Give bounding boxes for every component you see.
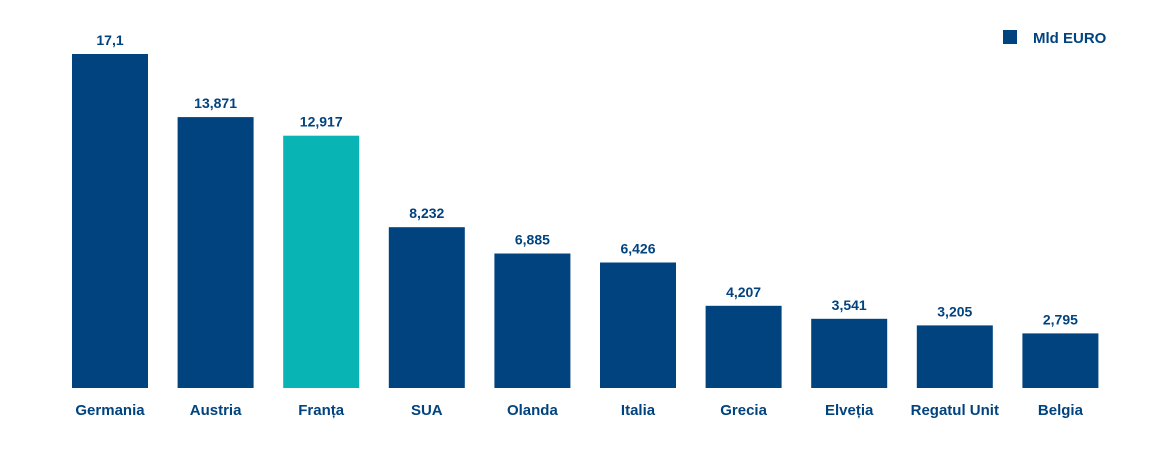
bar-fran-a: [283, 135, 360, 388]
bar-sua: [388, 227, 465, 388]
category-labels-layer: Germania Austria Franța SUA Olanda Italia Grec…: [75, 402, 1083, 419]
category-label-austria: Austria: [190, 402, 242, 419]
value-label-grecia: 4,207: [726, 284, 761, 300]
category-label-fran-a: Franța: [298, 402, 345, 419]
category-label-germania: Germania: [75, 402, 145, 419]
value-labels-layer: 17,1 13,871 12,917 8,232 6,885 6,426 4,207 3,54…: [96, 32, 1078, 327]
category-label-italia: Italia: [621, 402, 656, 419]
value-label-belgia: 2,795: [1043, 311, 1078, 327]
bar-germania: [72, 54, 148, 388]
value-label-fran-a: 12,917: [300, 114, 343, 130]
value-label-italia: 6,426: [620, 241, 655, 257]
bar-elve-ia: [811, 318, 888, 388]
legend: Mld EURO: [1003, 30, 1107, 47]
bar-belgia: [1022, 333, 1099, 388]
legend-swatch: [1003, 30, 1017, 44]
bar-olanda: [494, 253, 571, 388]
bars-layer: [72, 54, 1099, 388]
value-label-olanda: 6,885: [515, 232, 550, 248]
legend-label: Mld EURO: [1033, 30, 1107, 47]
bar-regatul-unit: [916, 325, 993, 388]
bar-austria: [177, 117, 254, 388]
category-label-sua: SUA: [411, 402, 443, 419]
category-label-regatul-unit: Regatul Unit: [911, 402, 999, 419]
category-label-grecia: Grecia: [720, 402, 767, 419]
category-label-elve-ia: Elveția: [825, 402, 874, 419]
value-label-elve-ia: 3,541: [832, 297, 867, 313]
value-label-regatul-unit: 3,205: [937, 303, 972, 319]
value-label-austria: 13,871: [194, 95, 237, 111]
bar-grecia: [705, 305, 782, 388]
category-label-belgia: Belgia: [1038, 402, 1084, 419]
bar-italia: [600, 262, 676, 388]
value-label-sua: 8,232: [409, 205, 444, 221]
category-label-olanda: Olanda: [507, 402, 559, 419]
value-label-germania: 17,1: [96, 32, 123, 48]
